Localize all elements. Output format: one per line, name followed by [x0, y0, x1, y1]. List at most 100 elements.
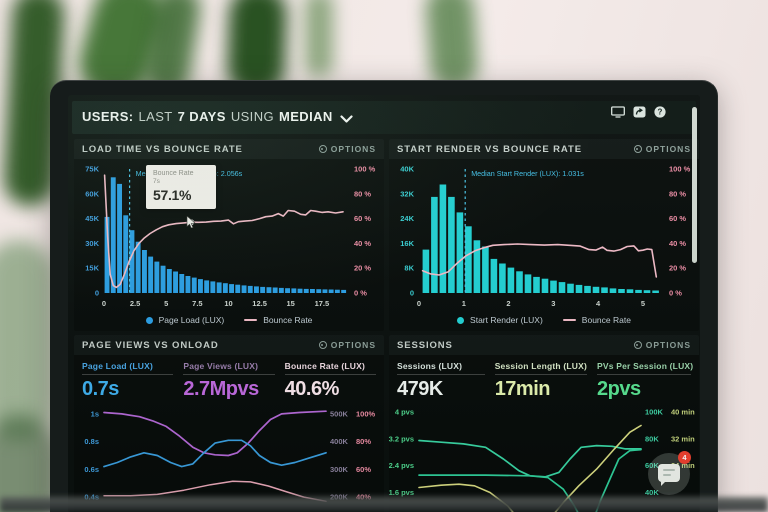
panel-title: PAGE VIEWS VS ONLOAD	[82, 339, 219, 351]
svg-text:5: 5	[164, 299, 168, 308]
svg-text:?: ?	[658, 108, 663, 117]
share-icon[interactable]	[633, 105, 646, 123]
metric-row: Sessions (LUX) 479K Session Length (LUX)…	[389, 355, 699, 401]
svg-text:15: 15	[287, 299, 295, 308]
notification-badge: 4	[678, 451, 691, 464]
svg-text:1.6 pvs: 1.6 pvs	[389, 488, 414, 497]
svg-text:4 pvs: 4 pvs	[395, 408, 414, 417]
panel-load-time: LOAD TIME VS BOUNCE RATE OPTIONS 75K 60K 4…	[74, 139, 384, 331]
median-label: MEDIAN	[279, 109, 333, 125]
sessions-chart[interactable]: 4 pvs 3.2 pvs 2.4 pvs 1.6 pvs 100K 40 min 80K 3…	[389, 401, 699, 512]
svg-text:0: 0	[410, 289, 414, 298]
start-render-chart[interactable]: 40K 32K 24K 16K 8K 0 100 % 80 % 60 % 40 % 20 % 0 % 0…	[389, 159, 699, 311]
svg-text:0: 0	[95, 289, 99, 298]
display-icon[interactable]	[611, 105, 625, 123]
svg-text:45K: 45K	[85, 214, 99, 223]
svg-text:100K: 100K	[645, 408, 664, 417]
svg-text:0.6s: 0.6s	[84, 465, 99, 474]
help-icon[interactable]: ?	[654, 105, 666, 123]
svg-text:60K: 60K	[85, 189, 99, 198]
mouse-cursor-icon	[186, 215, 196, 233]
svg-text:1s: 1s	[91, 409, 99, 418]
page-title: USERS: LAST 7 DAYS USING MEDIAN	[82, 109, 358, 125]
svg-text:40K: 40K	[645, 488, 659, 497]
svg-text:32K: 32K	[400, 189, 414, 198]
panel-start-render: START RENDER VS BOUNCE RATE OPTIONS 40K 3…	[389, 139, 699, 331]
dashboard-screen: USERS: LAST 7 DAYS USING MEDIAN ? LOAD TIME …	[68, 95, 700, 512]
metric-row: Page Load (LUX) 0.7s Page Views (LUX) 2.…	[74, 355, 384, 401]
svg-text:40 %: 40 %	[354, 239, 371, 248]
dashboard-header: USERS: LAST 7 DAYS USING MEDIAN	[72, 101, 696, 134]
svg-text:80K: 80K	[645, 434, 659, 443]
chat-bubble-icon	[658, 464, 680, 486]
svg-text:100%: 100%	[356, 409, 376, 418]
metric-page-load: Page Load (LUX) 0.7s	[82, 361, 174, 401]
metric-session-length: Session Length (LUX) 17min	[494, 361, 587, 400]
tooltip: Bounce Rate 7s 57.1%	[146, 165, 216, 209]
svg-text:7.5: 7.5	[192, 299, 202, 308]
svg-text:300K: 300K	[330, 465, 349, 474]
last-label: LAST	[138, 109, 173, 125]
legend-dot	[457, 316, 465, 324]
plant-leaf	[305, 0, 333, 78]
svg-text:60 %: 60 %	[354, 214, 371, 223]
svg-text:0: 0	[417, 299, 421, 308]
scrollbar[interactable]	[692, 107, 697, 263]
svg-text:60 %: 60 %	[669, 214, 686, 223]
plant-leaf	[424, 0, 480, 92]
panel-page-views: PAGE VIEWS VS ONLOAD OPTIONS Page Load (…	[74, 335, 384, 512]
svg-text:0 %: 0 %	[669, 289, 682, 298]
chart-legend: Page Load (LUX) Bounce Rate	[74, 311, 384, 329]
svg-text:40K: 40K	[400, 165, 414, 174]
chevron-down-icon[interactable]	[340, 111, 353, 126]
load-time-chart[interactable]: 75K 60K 45K 30K 15K 0 100 % 80 % 60 % 40 % 20 % 0 %…	[74, 159, 384, 311]
chart-legend: Start Render (LUX) Bounce Rate	[389, 311, 699, 329]
svg-text:30K: 30K	[85, 239, 99, 248]
options-button[interactable]: OPTIONS	[318, 340, 376, 350]
options-button[interactable]: OPTIONS	[633, 144, 691, 154]
svg-text:2: 2	[506, 299, 510, 308]
metric-bounce-rate: Bounce Rate (LUX) 40.6%	[284, 361, 376, 401]
chat-widget-button[interactable]: 4	[648, 451, 691, 495]
svg-text:0: 0	[102, 299, 106, 308]
svg-text:4: 4	[596, 299, 601, 308]
svg-text:80 %: 80 %	[354, 189, 371, 198]
panel-title: LOAD TIME VS BOUNCE RATE	[82, 143, 243, 155]
plant-leaf	[0, 415, 58, 512]
svg-text:100 %: 100 %	[354, 165, 376, 174]
svg-text:24 min: 24 min	[671, 461, 695, 470]
svg-text:24K: 24K	[400, 214, 414, 223]
svg-text:12.5: 12.5	[252, 299, 267, 308]
legend-line	[562, 319, 576, 321]
page-views-chart[interactable]: 1s0.8s0.6s0.4s500K100%400K80%300K60%200K…	[74, 401, 384, 512]
svg-text:80 %: 80 %	[669, 189, 686, 198]
svg-text:2.5: 2.5	[130, 299, 140, 308]
svg-text:0 %: 0 %	[354, 289, 367, 298]
options-button[interactable]: OPTIONS	[633, 340, 691, 350]
svg-text:8K: 8K	[404, 264, 414, 273]
svg-text:75K: 75K	[85, 165, 99, 174]
users-label: USERS:	[82, 109, 134, 125]
svg-text:60K: 60K	[645, 461, 659, 470]
days-label: 7 DAYS	[177, 109, 226, 125]
svg-text:1: 1	[462, 299, 466, 308]
svg-text:0.8s: 0.8s	[84, 437, 99, 446]
svg-text:500K: 500K	[330, 409, 349, 418]
svg-text:100 %: 100 %	[669, 165, 691, 174]
gear-icon	[318, 145, 327, 153]
panel-sessions: SESSIONS OPTIONS Sessions (LUX) 479K Ses…	[389, 335, 699, 512]
svg-text:10: 10	[224, 299, 232, 308]
svg-text:16K: 16K	[400, 239, 414, 248]
using-label: USING	[230, 109, 274, 125]
svg-text:80%: 80%	[356, 437, 371, 446]
metric-sessions: Sessions (LUX) 479K	[397, 361, 485, 401]
svg-text:20 %: 20 %	[354, 264, 371, 273]
svg-text:32 min: 32 min	[671, 434, 695, 443]
svg-text:5: 5	[641, 299, 645, 308]
gear-icon	[633, 145, 642, 153]
options-button[interactable]: OPTIONS	[318, 144, 376, 154]
legend-line	[244, 319, 258, 321]
plant-leaf	[0, 240, 54, 440]
svg-text:15K: 15K	[85, 264, 99, 273]
